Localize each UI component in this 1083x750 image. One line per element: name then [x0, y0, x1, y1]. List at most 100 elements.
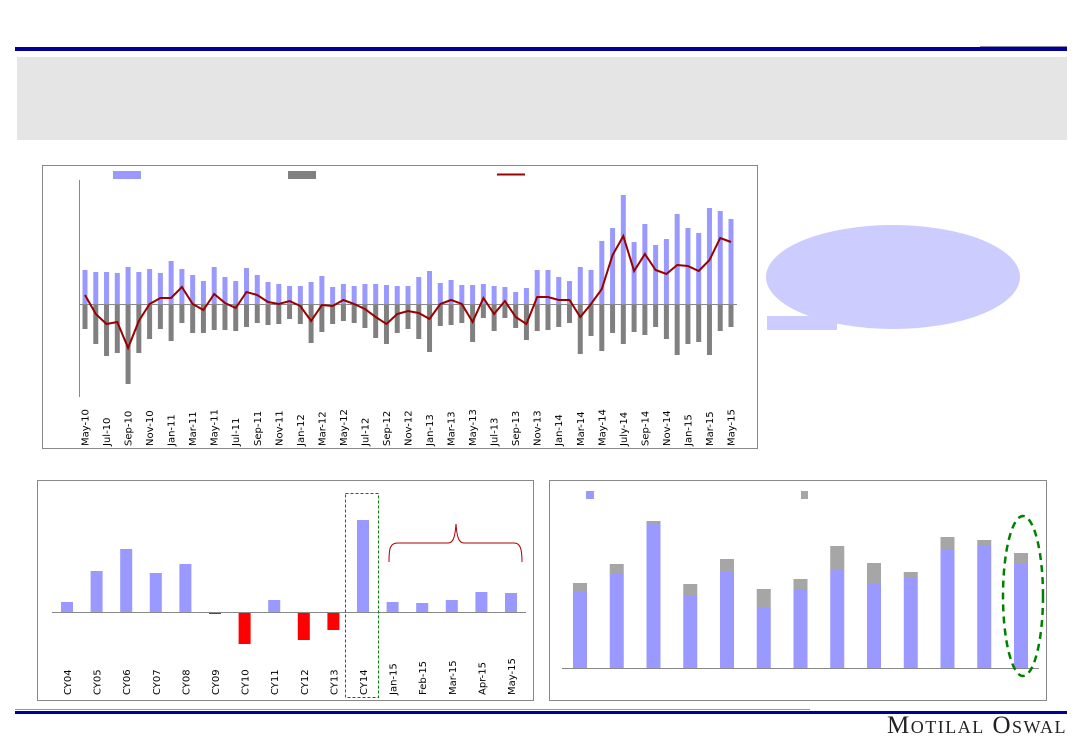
chart1-bar	[545, 270, 551, 304]
chart2-bar	[357, 520, 369, 612]
chart3-bar-gray	[793, 579, 808, 589]
chart1-bar	[222, 304, 228, 330]
chart1-x-tick-label: Nov-14	[662, 410, 673, 446]
chart1-x-tick-label: Jan-14	[554, 414, 565, 447]
chart1-bar	[82, 270, 88, 304]
chart1-bar	[297, 286, 303, 304]
chart1-bar	[82, 304, 88, 329]
chart1-bar	[717, 211, 723, 304]
chart1-bar	[287, 304, 293, 319]
chart3-bar-gray	[573, 583, 587, 591]
chart3-bar-gray	[646, 521, 661, 523]
chart2-x-tick-label: CY08	[181, 669, 192, 695]
chart3-highlight-ellipse	[1001, 514, 1045, 678]
chart1-x-tick-label: Sep-12	[382, 411, 393, 446]
chart1-bar	[179, 304, 185, 323]
chart1-bar	[491, 286, 497, 304]
chart3-bar-gray	[756, 589, 771, 607]
chart2-bar	[90, 571, 103, 612]
chart1-x-tick-label: Mar-13	[447, 411, 458, 446]
chart2-x-tick-label: CY07	[152, 669, 163, 695]
chart2-bar	[238, 612, 251, 644]
chart1-bar	[330, 287, 336, 304]
chart1-bar	[706, 304, 712, 355]
chart1-bar	[653, 245, 659, 304]
chart1-bar	[480, 284, 486, 304]
chart1-bar	[394, 286, 400, 304]
header-rule	[15, 47, 1067, 51]
chart1-x-tick-label: Mar-12	[317, 411, 328, 446]
chart1-bar	[254, 275, 260, 304]
chart1-bar	[373, 284, 379, 304]
chart1-bar	[104, 272, 110, 304]
chart1-x-tick-label: Jan-12	[296, 414, 307, 447]
chart1-bar	[631, 304, 637, 332]
chart3-bar-blue	[683, 595, 698, 668]
chart1-bar	[437, 304, 443, 326]
chart1-bar	[330, 304, 336, 324]
chart1-x-tick-label: May-14	[597, 409, 608, 446]
chart1-bar	[265, 282, 271, 304]
chart3-bar-blue	[646, 523, 661, 668]
chart3-legend-swatch-blue	[586, 491, 594, 499]
chart1-bar	[168, 261, 174, 304]
chart1-bar	[125, 267, 131, 304]
chart3-bar-gray	[830, 546, 845, 569]
chart1-bar	[136, 272, 142, 304]
title-box	[17, 57, 1067, 140]
chart3-bar-gray	[1014, 553, 1028, 563]
chart3-bar-gray	[609, 564, 624, 574]
chart1-bar	[157, 304, 163, 329]
chart1-bar	[577, 267, 583, 304]
chart1-bar	[685, 304, 691, 344]
chart1-bar	[459, 285, 465, 304]
chart1-bar	[556, 277, 562, 304]
chart3-bar-blue	[756, 607, 771, 668]
chart1-bar	[523, 288, 529, 304]
chart3-bar-blue	[867, 584, 881, 668]
chart3-bar-blue	[720, 572, 734, 668]
chart1-bar	[168, 304, 174, 341]
chart1-bar	[610, 304, 616, 333]
chart1-bar	[534, 304, 540, 331]
chart3-bar-blue	[609, 574, 624, 668]
chart1-bar	[93, 272, 99, 304]
chart1-bar	[480, 304, 486, 318]
chart1-bar	[706, 208, 712, 304]
chart1-bar	[147, 269, 153, 304]
chart1-bar	[588, 270, 594, 304]
chart1-bar	[534, 270, 540, 304]
chart1-bar	[157, 273, 163, 304]
chart1-x-tick-label: Jul-13	[490, 418, 501, 447]
chart1-bar	[244, 268, 249, 304]
chart2-x-tick-label: CY12	[300, 669, 311, 695]
chart1-x-tick-label: Mar-15	[705, 411, 716, 446]
chart1-bar	[211, 267, 217, 304]
chart1-x-tick-label: Sep-11	[253, 411, 264, 446]
chart1-bar	[362, 284, 368, 304]
chart1-bar	[222, 277, 228, 304]
chart3-bar-blue	[903, 577, 918, 668]
chart2-bar	[297, 612, 310, 640]
chart1-bar	[190, 275, 196, 304]
chart1-bar	[717, 304, 723, 331]
chart2-bar	[386, 602, 399, 612]
chart1-bar	[308, 304, 314, 343]
chart1-bar	[276, 304, 282, 324]
chart1-bar	[394, 304, 400, 333]
chart1-bar	[265, 304, 271, 325]
chart2-x-tick-label: May-15	[507, 658, 518, 695]
chart1-bar	[383, 285, 389, 304]
chart2-x-tick-label: Apr-15	[477, 662, 488, 695]
header-rule-thin	[980, 46, 1067, 47]
chart1-bar	[405, 304, 411, 329]
chart3-bar-blue	[1014, 563, 1028, 668]
chart1-x-tick-label: Jan-13	[425, 414, 436, 447]
chart1-x-tick-label: July-14	[619, 412, 630, 447]
chart1-x-tick-label: Mar-14	[576, 411, 587, 446]
chart1-bar	[567, 304, 572, 323]
chart1-bar	[448, 280, 454, 304]
chart1-x-tick-label: May-13	[468, 409, 479, 446]
chart1-bar	[459, 304, 465, 323]
chart2-x-tick-label: CY09	[211, 669, 222, 695]
